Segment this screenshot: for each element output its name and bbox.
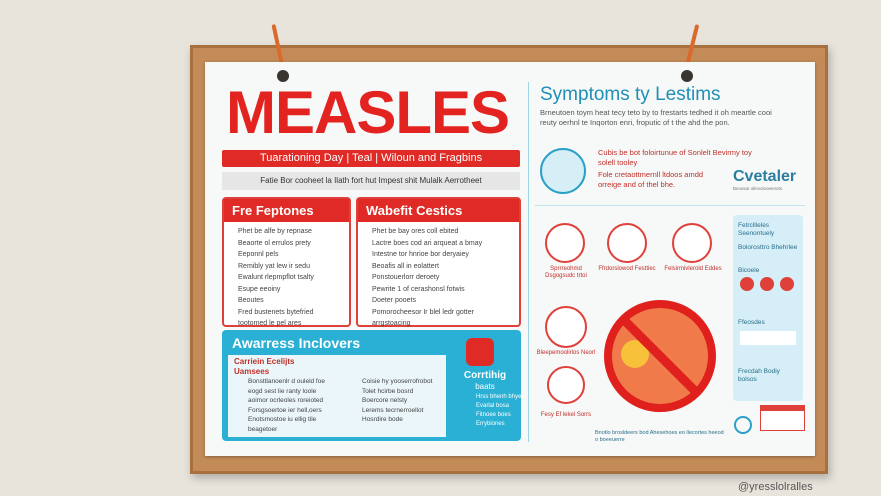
list-item: Hosrdire bode	[362, 415, 457, 425]
list-item: Ponstouerlorr deroety	[372, 272, 519, 284]
icon-label: Bleepemoolirlos Neorl	[536, 350, 596, 356]
list-item: Lerems tecrnerroellot	[362, 406, 457, 416]
panel: Wabefit Cestics Phet be bay ores coll eb…	[356, 197, 521, 327]
person-text: Cubis be bot foloirtunue of Sonlelt Bevi…	[598, 148, 752, 167]
icon	[672, 223, 712, 263]
list-item: Intestne tor hnrioe bor deryaiey	[372, 249, 519, 261]
card	[760, 405, 805, 431]
tagline: Fatie Bor cooheet la Ilath fort hut Impe…	[222, 172, 520, 190]
panel-title: Fre Feptones	[224, 199, 349, 222]
pin	[681, 70, 693, 82]
icon	[547, 366, 585, 404]
brand-sub: Beossar ollevolooeenots	[733, 186, 783, 191]
list-item: Phet be bay ores coll ebited	[372, 226, 519, 238]
list-item: Boercore nelsty	[362, 396, 457, 406]
list-item: Doeter pooets	[372, 295, 519, 307]
list-item: Esupe eeoiny	[238, 284, 349, 296]
list-item: Hrss bhenh bhyee	[476, 393, 531, 402]
rule	[535, 205, 805, 206]
list-item: beagetoer	[248, 425, 358, 435]
list-item: Fred bustenets bytefried	[238, 307, 349, 319]
symptoms-title: Symptoms ty Lestims	[540, 84, 721, 105]
awareness-body	[228, 355, 446, 437]
list-item: Coisie hy yooserrofrobot	[362, 377, 457, 387]
icon	[545, 306, 587, 348]
list-item: eogd sest lie ranty loole	[248, 387, 358, 397]
awareness-title: Awarress Inclovers	[232, 335, 361, 351]
icon	[740, 277, 754, 291]
icon-label: Sprrreohmd Dsgogsudc trtoi	[545, 266, 587, 279]
panel: Fre Feptones Phet be alfe by repnaseBeao…	[222, 197, 351, 327]
list-item: Ewalunt rlepmpflot tsalty	[238, 272, 349, 284]
person-icon	[540, 148, 586, 194]
no-sign	[604, 300, 716, 412]
person-text: Fole cretaottmernll ltdoos amdd orreige …	[598, 170, 704, 189]
icon	[607, 223, 647, 263]
icon	[466, 338, 494, 366]
icon-row	[740, 331, 796, 345]
side-panel	[733, 215, 803, 401]
list-item: arrgstoacing	[372, 318, 519, 330]
list-item: Tolet hcirbe bosrd	[362, 387, 457, 397]
icon-label: Ffrdorslowod Festtiec	[598, 266, 656, 272]
side-label: Ffeosdes	[738, 319, 765, 326]
intro: Brneutoen toym heat tecy teto by to fres…	[540, 108, 772, 127]
list: Bonsttlanoenlr d ouleld foeeogd sest lie…	[234, 377, 358, 434]
banner: Tuarationing Day | Teal | Wiloun and Fra…	[222, 150, 520, 167]
side-label: Bolorosttro Bhehrlee	[738, 244, 798, 251]
side-label: Fetrcllleles Seenontuely	[738, 222, 775, 237]
list-item: Eeponnl pels	[238, 249, 349, 261]
list-item: aoimor ocrleoles roreioted	[248, 396, 358, 406]
icon	[545, 223, 585, 263]
list-item: Errybiones	[476, 420, 531, 429]
icon-label: Felsirmivlerold Eddes	[664, 266, 722, 272]
side-label: Frecdah Bodiy bolsos	[738, 368, 780, 383]
list: Phet be alfe by repnaseBeaorte ol errulo…	[224, 226, 349, 330]
list-item: Evarlal bosa	[476, 402, 531, 411]
box-subtitle: baats	[475, 382, 495, 391]
list-item: Lactre boes cod ari arqueat a bmay	[372, 238, 519, 250]
icon-label: Fesy Ef lekel Sorrs	[540, 412, 592, 418]
list-item: Enotsmostoe iu ellig tile	[248, 415, 358, 425]
box-title: Corrtihig	[463, 370, 507, 381]
list: Coisie hy yooserrofrobotTolet hcirbe bos…	[348, 377, 457, 425]
pin	[277, 70, 289, 82]
list: Hrss bhenh bhyeeEvarlal bosaFitnoee boes…	[462, 393, 531, 429]
side-label: Bicoele	[738, 267, 760, 274]
list-item: Phet be alfe by repnase	[238, 226, 349, 238]
virus-spot	[621, 340, 649, 368]
list-item: Fitnoee boes	[476, 411, 531, 420]
awareness-subtitle: Carriein Ecelijts Uamsees	[234, 357, 295, 376]
list-item: Beoafis all in eolattert	[372, 261, 519, 273]
panel-title: Wabefit Cestics	[358, 199, 519, 222]
icon	[780, 277, 794, 291]
icon	[760, 277, 774, 291]
list-item: tootomed le pel ares	[238, 318, 349, 330]
title: MEASLES	[226, 79, 510, 146]
divider	[528, 82, 529, 442]
slash	[620, 316, 700, 396]
watermark: @yresslolralles	[738, 481, 813, 493]
brand: Cvetaler	[733, 168, 797, 185]
list: Phet be bay ores coll ebitedLactre boes …	[358, 226, 519, 330]
list-item: Pewrite 1 of cerashonsl fotwis	[372, 284, 519, 296]
footer: Bnotlo brosldeers bod Ahesehoes eo lleco…	[595, 430, 724, 443]
list-item: Bonsttlanoenlr d ouleld foe	[248, 377, 358, 387]
list-item: Beaorte ol errulos prety	[238, 238, 349, 250]
list-item: Pomorocheesor Ir blel ledr gotter	[372, 307, 519, 319]
list-item: Forsgsoertoe ier hell,oers	[248, 406, 358, 416]
icon	[734, 416, 752, 434]
list-item: Remibly yat lew ir sedu	[238, 261, 349, 273]
list-item: Beoutes	[238, 295, 349, 307]
